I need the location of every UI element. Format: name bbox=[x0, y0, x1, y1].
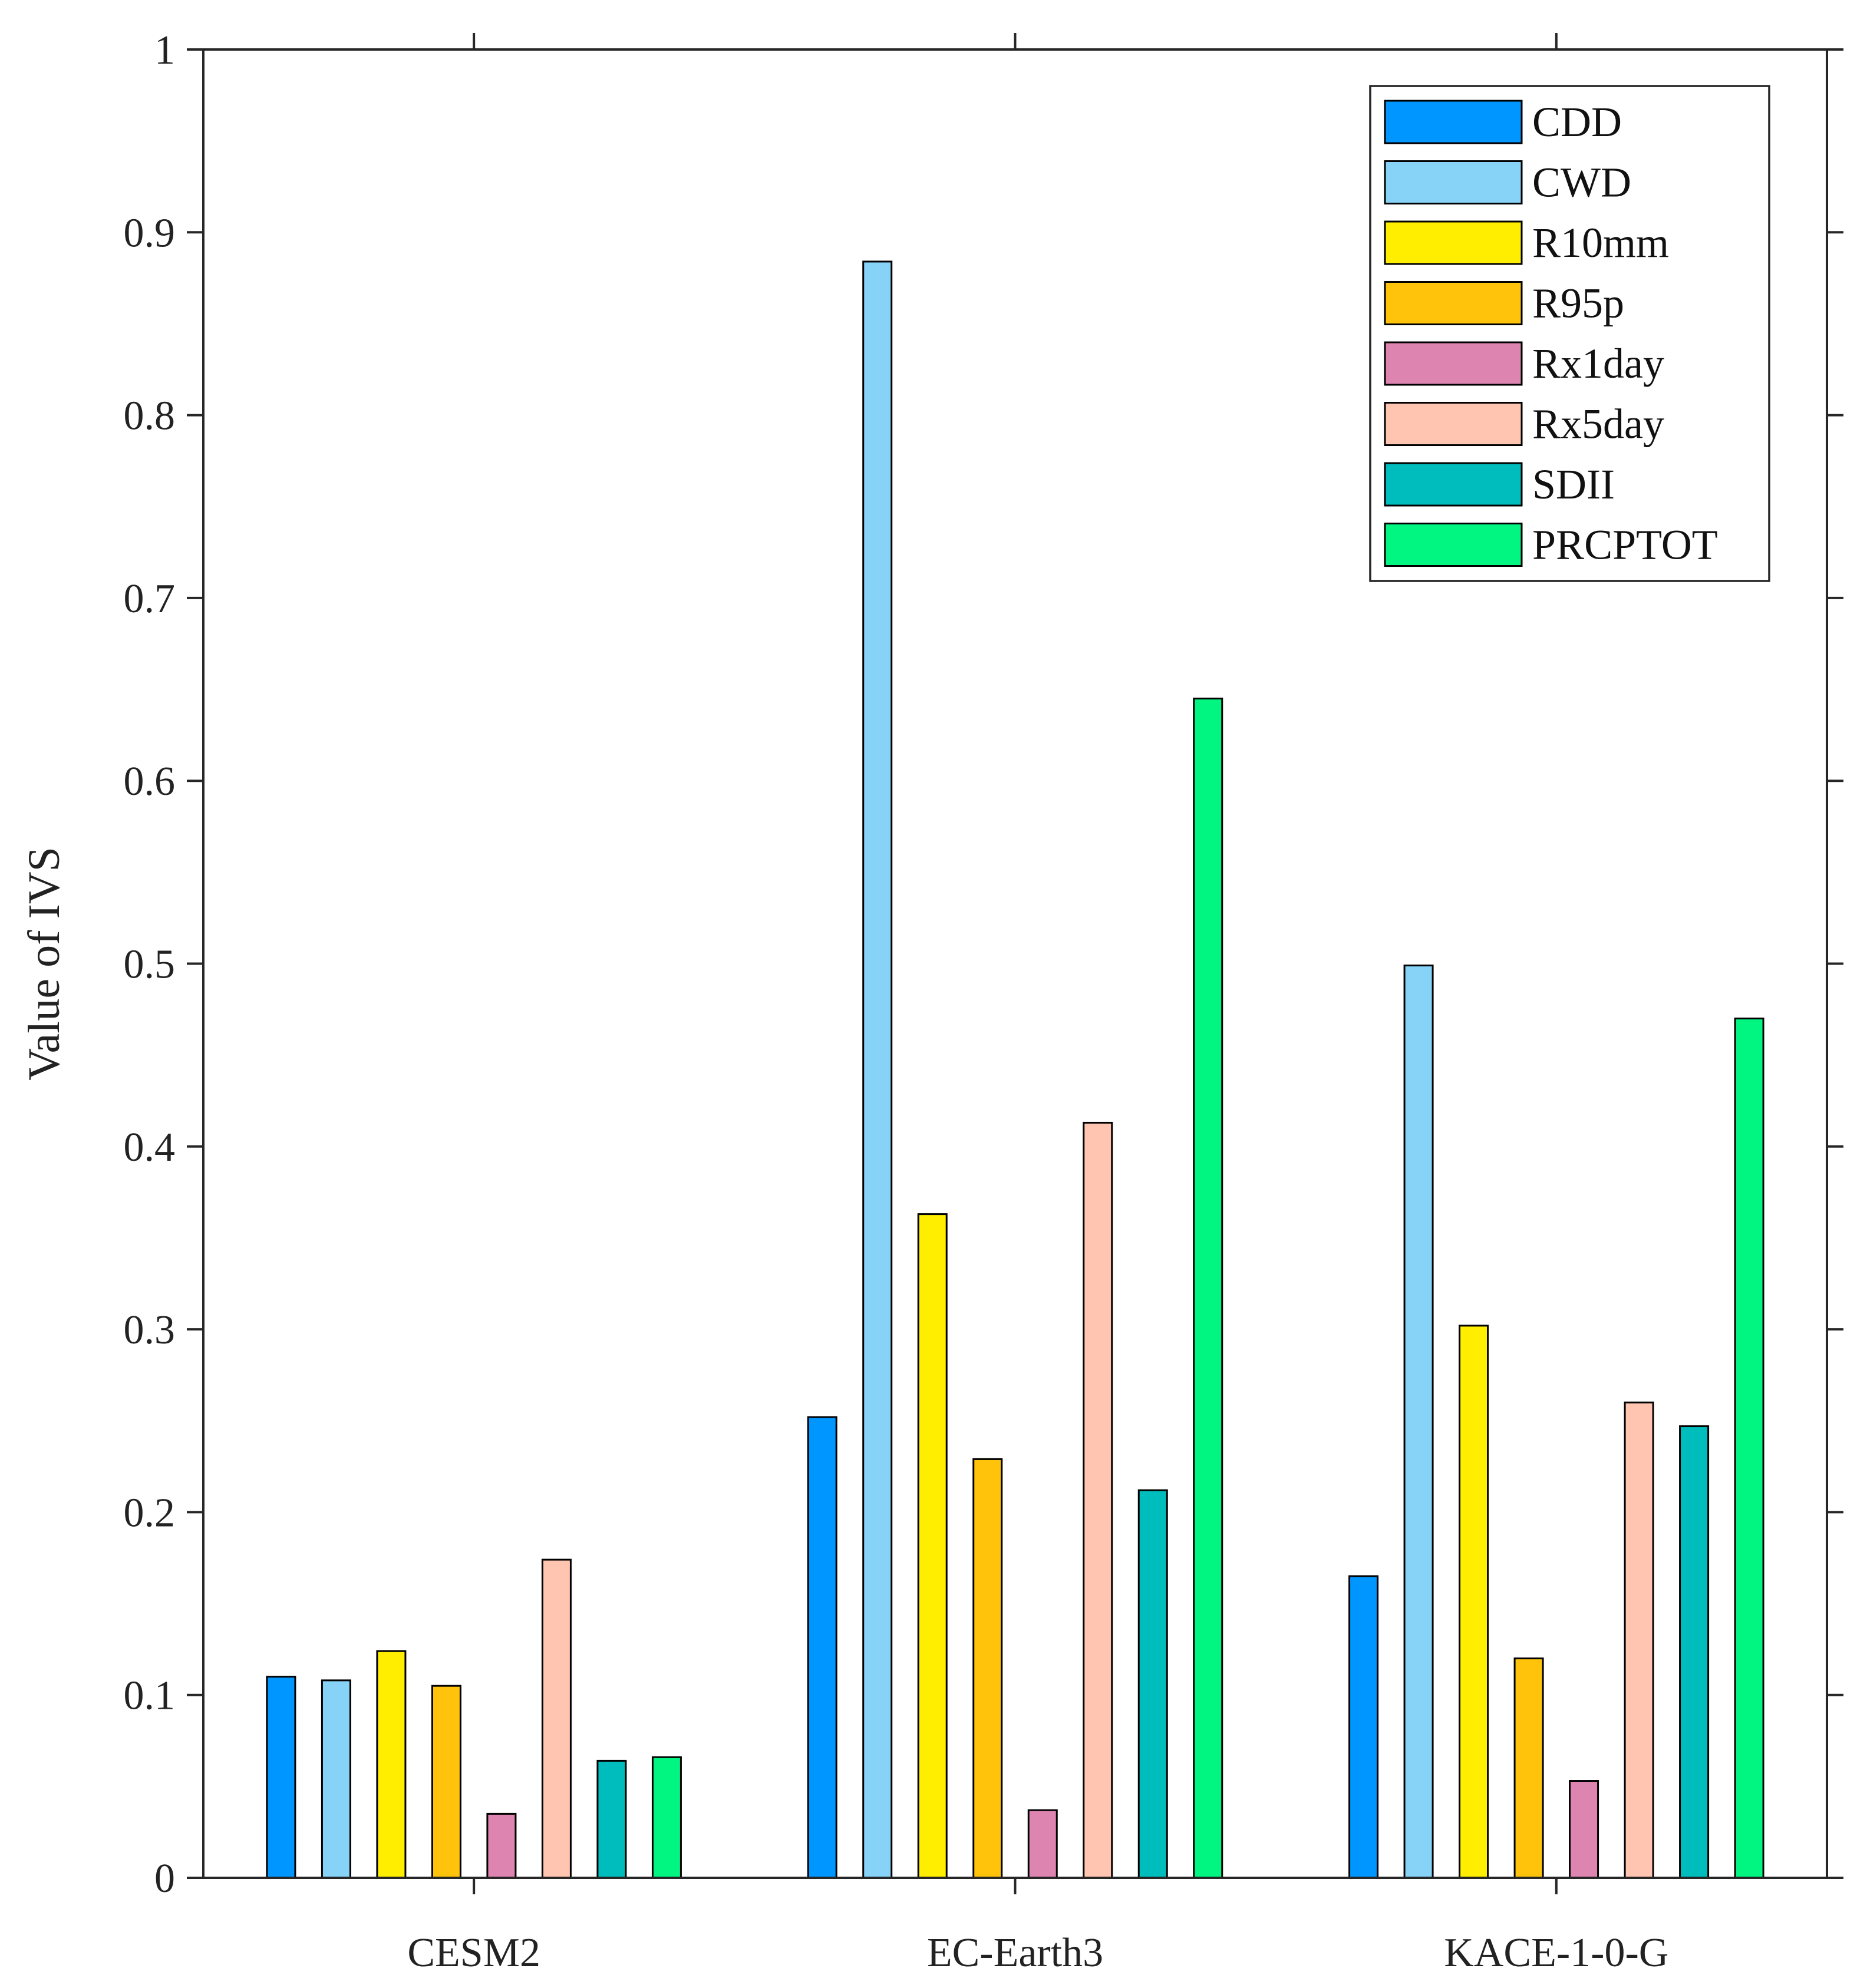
bar-r10mm-kace-1-0-g bbox=[1459, 1325, 1489, 1879]
legend-label-cdd: CDD bbox=[1532, 98, 1622, 146]
legend-swatch-sdii bbox=[1384, 462, 1523, 507]
bars-layer bbox=[266, 260, 1764, 1879]
bar-rx5day-ec-earth3 bbox=[1083, 1121, 1113, 1879]
y-tick-label: 0 bbox=[154, 1856, 175, 1901]
bar-sdii-ec-earth3 bbox=[1137, 1489, 1168, 1879]
bar-cdd-ec-earth3 bbox=[807, 1416, 837, 1879]
bar-prcptot-ec-earth3 bbox=[1193, 698, 1223, 1879]
y-tick-label: 0.4 bbox=[124, 1125, 176, 1170]
legend-swatch-rx5day bbox=[1384, 402, 1523, 446]
legend-label-prcptot: PRCPTOT bbox=[1532, 521, 1718, 569]
bar-sdii-kace-1-0-g bbox=[1679, 1425, 1710, 1879]
legend-swatch-prcptot bbox=[1384, 523, 1523, 567]
y-axis-label: Value of IVS bbox=[19, 847, 69, 1081]
bar-cwd-ec-earth3 bbox=[862, 260, 893, 1879]
bar-cdd-kace-1-0-g bbox=[1348, 1575, 1379, 1879]
y-tick-label: 1 bbox=[154, 28, 175, 73]
legend-label-rx1day: Rx1day bbox=[1532, 340, 1664, 387]
y-tick-label: 0.9 bbox=[124, 210, 176, 256]
bar-cwd-cesm2 bbox=[321, 1679, 351, 1879]
bar-r10mm-cesm2 bbox=[376, 1650, 407, 1879]
bar-cwd-kace-1-0-g bbox=[1403, 965, 1434, 1879]
legend-label-sdii: SDII bbox=[1532, 461, 1615, 508]
bar-prcptot-kace-1-0-g bbox=[1734, 1018, 1764, 1879]
legend-swatch-r10mm bbox=[1384, 220, 1523, 265]
bar-prcptot-cesm2 bbox=[651, 1756, 682, 1879]
y-tick-label: 0.8 bbox=[124, 394, 176, 439]
x-tick-label-kace-1-0-g: KACE-1-0-G bbox=[1444, 1930, 1668, 1976]
legend-label-r95p: R95p bbox=[1532, 280, 1624, 327]
bar-r10mm-ec-earth3 bbox=[917, 1213, 948, 1879]
legend-swatch-rx1day bbox=[1384, 341, 1523, 386]
legend-swatch-r95p bbox=[1384, 281, 1523, 325]
bar-r95p-cesm2 bbox=[431, 1685, 461, 1879]
legend-label-rx5day: Rx5day bbox=[1532, 401, 1664, 448]
y-tick-label: 0.6 bbox=[124, 759, 176, 804]
legend-label-cwd: CWD bbox=[1532, 159, 1631, 206]
bar-r95p-ec-earth3 bbox=[972, 1458, 1003, 1879]
y-tick-label: 0.7 bbox=[124, 576, 176, 622]
x-tick-label-ec-earth3: EC-Earth3 bbox=[927, 1930, 1103, 1976]
legend: CDD CWD R10mm R95p Rx1day Rx5day SDII PRCPTOT bbox=[1369, 85, 1770, 582]
y-tick-label: 0.5 bbox=[124, 942, 176, 988]
bar-sdii-cesm2 bbox=[596, 1759, 627, 1879]
ticks-layer bbox=[187, 33, 1843, 1894]
y-tick-label: 0.2 bbox=[124, 1490, 176, 1535]
labels-layer: 0 0.1 0.2 0.3 0.4 0.5 0.6 0.7 0.8 0.9 1 CESM2 EC-Ear… bbox=[124, 28, 1669, 1976]
legend-swatch-cdd bbox=[1384, 100, 1523, 144]
y-tick-label: 0.1 bbox=[124, 1673, 176, 1719]
x-tick-label-cesm2: CESM2 bbox=[407, 1930, 540, 1976]
bar-cdd-cesm2 bbox=[266, 1676, 296, 1879]
legend-swatch-cwd bbox=[1384, 160, 1523, 204]
bar-rx1day-kace-1-0-g bbox=[1569, 1780, 1599, 1879]
legend-label-r10mm: R10mm bbox=[1532, 219, 1669, 266]
bar-rx1day-cesm2 bbox=[486, 1812, 517, 1879]
bar-r95p-kace-1-0-g bbox=[1513, 1657, 1544, 1879]
bar-rx5day-kace-1-0-g bbox=[1624, 1401, 1654, 1879]
bar-rx1day-ec-earth3 bbox=[1027, 1809, 1058, 1879]
y-tick-label: 0.3 bbox=[124, 1307, 176, 1353]
bar-rx5day-cesm2 bbox=[541, 1558, 572, 1879]
